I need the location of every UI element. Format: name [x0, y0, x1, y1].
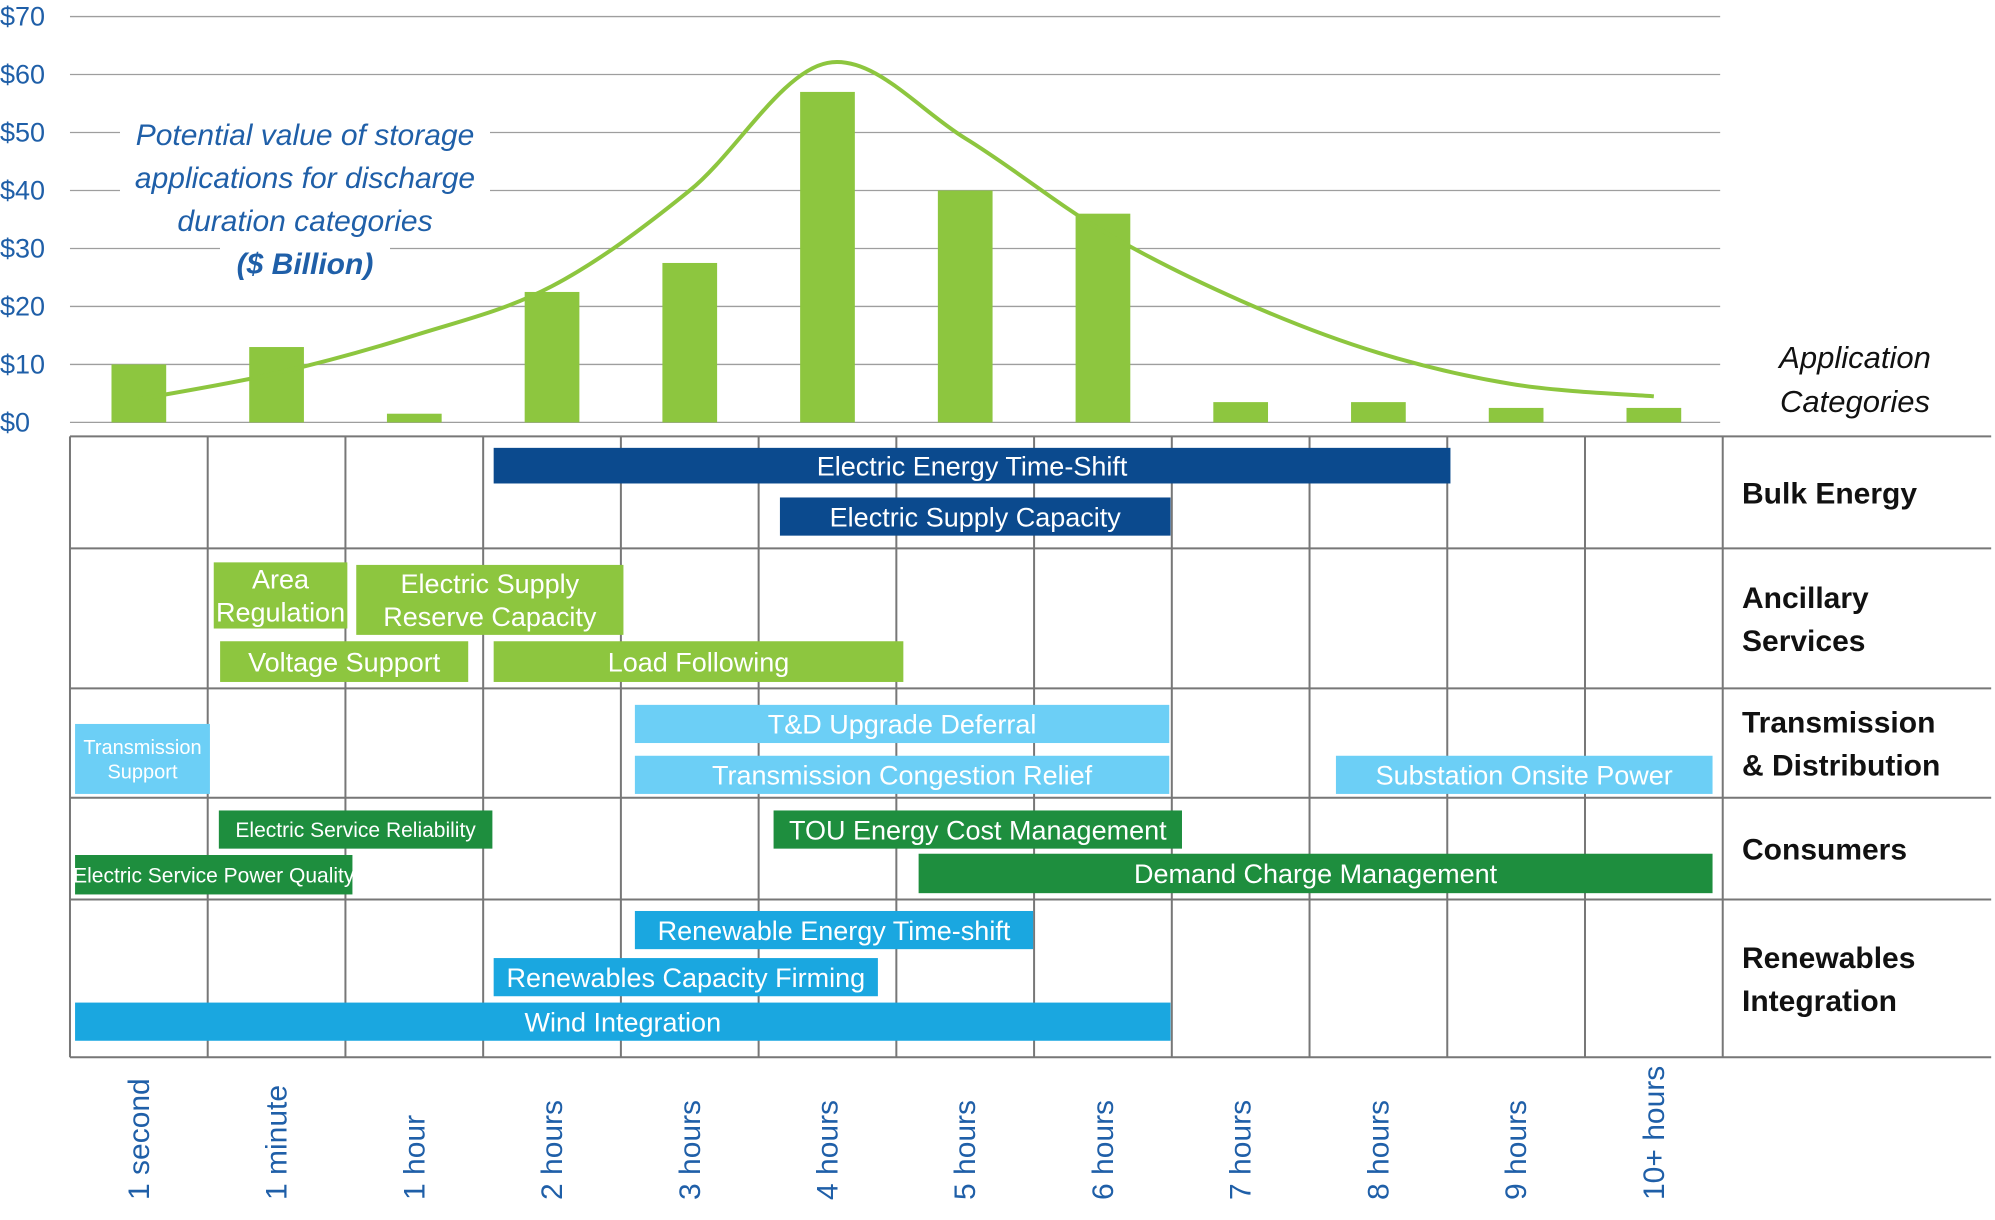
app-bar-load-following — [493, 641, 904, 682]
y-tick-label: $10 — [0, 349, 45, 379]
bar — [1213, 402, 1269, 423]
bar — [1351, 402, 1406, 423]
grid-layer: $0 $10 $20 $30 $40 $50 $60 $70 — [0, 2, 1721, 437]
application-table — [68, 435, 1992, 1059]
annotation-background — [160, 201, 450, 246]
y-tick-label: $20 — [0, 291, 45, 321]
bar — [1075, 213, 1131, 423]
app-bar-voltage-support — [220, 641, 469, 682]
app-bar-wind-integration — [75, 1002, 1171, 1041]
annotation-units: ($ Billion) — [237, 248, 374, 281]
bar — [249, 347, 304, 423]
app-label-voltage-support: Voltage Support — [248, 647, 441, 677]
y-tick-label: $60 — [0, 60, 45, 90]
categories-header-line-1: Application — [1777, 340, 1931, 375]
annotation-background — [120, 158, 490, 203]
x-tick-label: 10+ hours — [1638, 1066, 1671, 1200]
app-label-demand-charge-management: Demand Charge Management — [1134, 859, 1498, 889]
x-tick-label: 1 second — [123, 1078, 156, 1200]
app-bar-electric-energy-time-shift — [493, 447, 1451, 484]
bar — [111, 364, 167, 423]
category-label-bulk-energy: Bulk Energy — [1742, 477, 1917, 510]
app-label-electric-supply-reserve-capacity: Electric Supply — [401, 569, 580, 599]
app-label-area-regulation: Area — [252, 565, 310, 595]
category-label-ancillary-services: Services — [1742, 625, 1865, 658]
app-label-transmission-support: Support — [107, 761, 177, 783]
category-label-ancillary-services: Ancillary — [1742, 582, 1869, 615]
x-tick-label: 1 hour — [398, 1115, 431, 1200]
x-tick-label: 3 hours — [674, 1100, 707, 1200]
category-label-transmission-distribution: Transmission — [1742, 707, 1935, 740]
app-bar-electric-service-reliability — [218, 810, 493, 849]
x-tick-label: 1 minute — [261, 1085, 294, 1200]
x-tick-label: 2 hours — [536, 1100, 569, 1200]
app-bar-transmission-congestion-relief — [634, 755, 1170, 794]
app-bar-renewables-capacity-firming — [493, 958, 878, 997]
app-bar-transmission-support — [75, 723, 210, 794]
annotation-background — [220, 244, 390, 289]
x-tick-label: 7 hours — [1225, 1100, 1258, 1200]
app-bar-tou-energy-cost-management — [773, 810, 1182, 849]
app-bar-t-d-upgrade-deferral — [634, 704, 1170, 744]
app-label-transmission-support: Transmission — [83, 737, 201, 759]
app-bar-electric-supply-capacity — [779, 497, 1171, 536]
curve-layer — [120, 60, 1655, 402]
app-label-wind-integration: Wind Integration — [524, 1007, 721, 1037]
app-label-substation-onsite-power: Substation Onsite Power — [1376, 761, 1673, 791]
annotation-line-2: applications for discharge — [135, 162, 475, 195]
chart-annotation: Potential value of storage applications … — [135, 119, 475, 281]
annotation-line-3: duration categories — [177, 205, 432, 238]
bars-layer — [111, 91, 1682, 423]
annotation-line-1: Potential value of storage — [136, 119, 475, 152]
app-bar-electric-service-power-quality — [75, 855, 353, 895]
bar — [1626, 407, 1682, 423]
y-tick-label: $70 — [0, 2, 45, 32]
x-tick-label: 4 hours — [811, 1100, 844, 1200]
x-tick-label: 8 hours — [1362, 1100, 1395, 1200]
app-bar-area-regulation — [213, 562, 348, 629]
app-label-electric-service-reliability: Electric Service Reliability — [235, 819, 476, 842]
app-label-transmission-congestion-relief: Transmission Congestion Relief — [712, 761, 1093, 791]
x-tick-label: 5 hours — [949, 1100, 982, 1200]
app-label-electric-service-power-quality: Electric Service Power Quality — [73, 864, 355, 887]
app-label-area-regulation: Regulation — [216, 598, 345, 628]
application-bars: Electric Energy Time-Shift Electric Suppl… — [73, 447, 1713, 1041]
category-label-transmission-distribution: & Distribution — [1742, 750, 1940, 783]
app-bar-electric-supply-reserve-capacity — [356, 564, 624, 635]
app-bar-demand-charge-management — [918, 853, 1713, 894]
bar — [937, 190, 993, 423]
bar — [524, 291, 580, 423]
app-bar-renewable-energy-time-shift — [634, 910, 1034, 950]
y-tick-label: $50 — [0, 118, 45, 148]
categories-header-line-2: Categories — [1780, 384, 1930, 419]
y-tick-label: $0 — [0, 407, 30, 437]
x-tick-label: 9 hours — [1500, 1100, 1533, 1200]
app-label-electric-energy-time-shift: Electric Energy Time-Shift — [817, 451, 1128, 481]
labels-layer: Application Categories Bulk Energy Ancillar… — [123, 340, 1940, 1200]
bar — [662, 262, 718, 423]
y-tick-label: $40 — [0, 175, 45, 205]
annotation-background — [120, 115, 490, 160]
category-label-renewables-integration: Renewables — [1742, 942, 1915, 975]
app-label-electric-supply-capacity: Electric Supply Capacity — [830, 502, 1122, 532]
x-tick-label: 6 hours — [1087, 1100, 1120, 1200]
bar — [386, 413, 442, 423]
app-label-renewable-energy-time-shift: Renewable Energy Time-shift — [658, 916, 1011, 946]
category-label-consumers: Consumers — [1742, 834, 1907, 867]
y-tick-label: $30 — [0, 233, 45, 263]
app-label-electric-supply-reserve-capacity: Reserve Capacity — [383, 602, 597, 632]
app-bar-substation-onsite-power — [1335, 755, 1713, 794]
app-label-load-following: Load Following — [608, 647, 790, 677]
category-label-renewables-integration: Integration — [1742, 985, 1897, 1018]
app-label-t-d-upgrade-deferral: T&D Upgrade Deferral — [768, 710, 1037, 740]
app-label-tou-energy-cost-management: TOU Energy Cost Management — [789, 815, 1167, 845]
app-label-renewables-capacity-firming: Renewables Capacity Firming — [506, 963, 865, 993]
value-curve — [138, 60, 1655, 402]
bar — [1488, 407, 1544, 423]
bar — [800, 91, 855, 423]
